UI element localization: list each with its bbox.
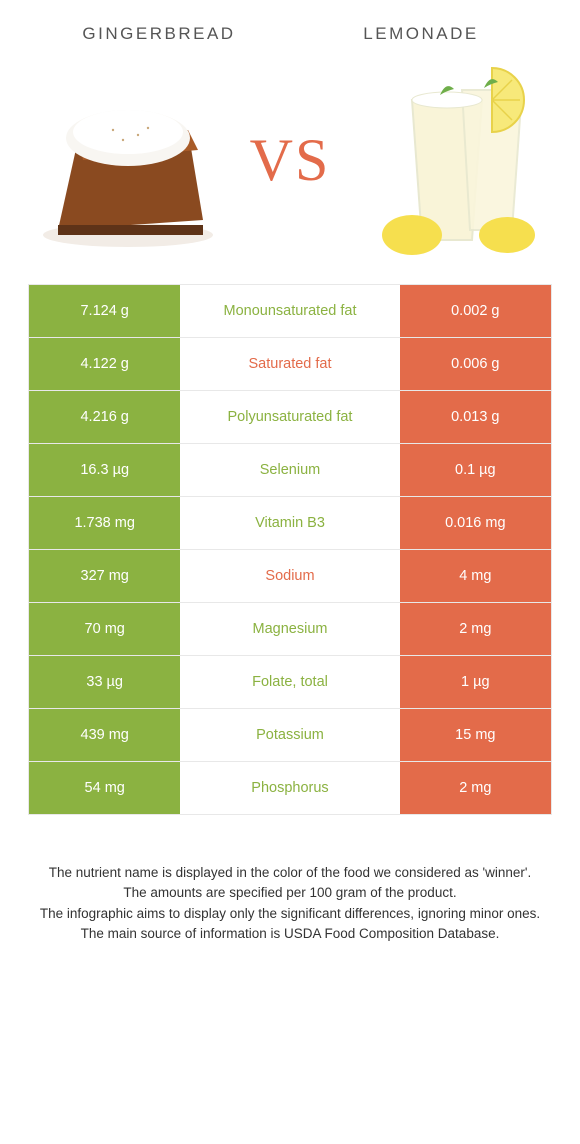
value-b: 0.1 µg — [400, 444, 551, 496]
food-b-image — [352, 60, 552, 260]
value-b: 0.006 g — [400, 338, 551, 390]
nutrient-label: Polyunsaturated fat — [180, 391, 399, 443]
value-a: 7.124 g — [29, 285, 180, 337]
nutrient-table: 7.124 gMonounsaturated fat0.002 g4.122 g… — [28, 284, 552, 815]
value-b: 2 mg — [400, 762, 551, 814]
table-row: 1.738 mgVitamin B30.016 mg — [29, 496, 551, 549]
value-a: 70 mg — [29, 603, 180, 655]
nutrient-label: Folate, total — [180, 656, 399, 708]
value-a: 327 mg — [29, 550, 180, 602]
value-b: 0.016 mg — [400, 497, 551, 549]
nutrient-label: Magnesium — [180, 603, 399, 655]
value-b: 4 mg — [400, 550, 551, 602]
table-row: 4.216 gPolyunsaturated fat0.013 g — [29, 390, 551, 443]
value-b: 1 µg — [400, 656, 551, 708]
value-b: 0.002 g — [400, 285, 551, 337]
nutrient-label: Sodium — [180, 550, 399, 602]
value-a: 54 mg — [29, 762, 180, 814]
table-row: 7.124 gMonounsaturated fat0.002 g — [29, 284, 551, 337]
table-row: 327 mgSodium4 mg — [29, 549, 551, 602]
table-row: 16.3 µgSelenium0.1 µg — [29, 443, 551, 496]
nutrient-label: Monounsaturated fat — [180, 285, 399, 337]
table-row: 439 mgPotassium15 mg — [29, 708, 551, 761]
food-b-title: LEMONADE — [290, 24, 552, 44]
footer-line: The amounts are specified per 100 gram o… — [36, 883, 544, 903]
food-a-image — [28, 60, 228, 260]
header-row: GINGERBREAD LEMONADE — [28, 24, 552, 44]
footer-line: The nutrient name is displayed in the co… — [36, 863, 544, 883]
value-b: 0.013 g — [400, 391, 551, 443]
nutrient-label: Selenium — [180, 444, 399, 496]
nutrient-label: Potassium — [180, 709, 399, 761]
value-a: 439 mg — [29, 709, 180, 761]
table-row: 70 mgMagnesium2 mg — [29, 602, 551, 655]
image-row: VS — [28, 60, 552, 260]
table-row: 54 mgPhosphorus2 mg — [29, 761, 551, 814]
value-a: 4.122 g — [29, 338, 180, 390]
value-a: 4.216 g — [29, 391, 180, 443]
value-a: 1.738 mg — [29, 497, 180, 549]
value-b: 2 mg — [400, 603, 551, 655]
value-b: 15 mg — [400, 709, 551, 761]
footer-line: The main source of information is USDA F… — [36, 924, 544, 944]
nutrient-label: Saturated fat — [180, 338, 399, 390]
food-a-title: GINGERBREAD — [28, 24, 290, 44]
value-a: 16.3 µg — [29, 444, 180, 496]
footer-line: The infographic aims to display only the… — [36, 904, 544, 924]
nutrient-label: Phosphorus — [180, 762, 399, 814]
value-a: 33 µg — [29, 656, 180, 708]
footer-notes: The nutrient name is displayed in the co… — [28, 863, 552, 944]
vs-label: VS — [250, 126, 331, 195]
table-row: 33 µgFolate, total1 µg — [29, 655, 551, 708]
table-row: 4.122 gSaturated fat0.006 g — [29, 337, 551, 390]
nutrient-label: Vitamin B3 — [180, 497, 399, 549]
